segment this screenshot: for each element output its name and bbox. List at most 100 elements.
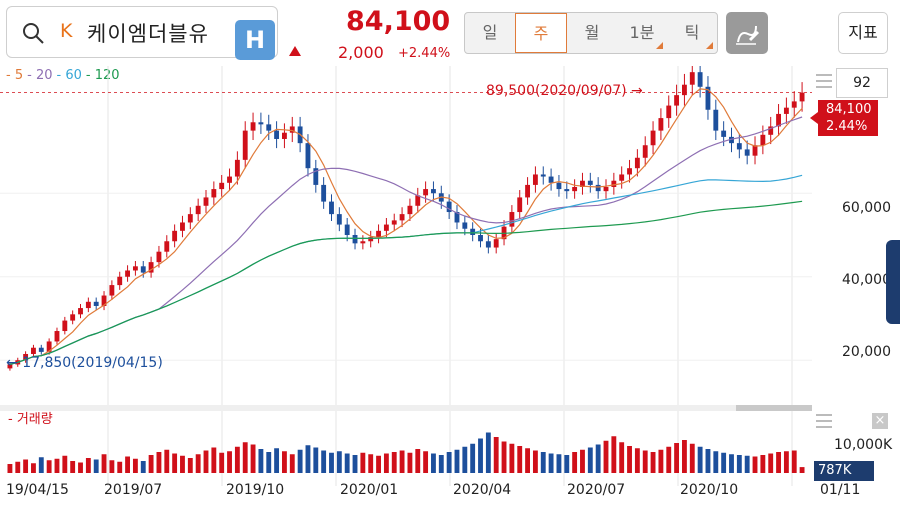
scroll-thumb[interactable] (736, 405, 812, 411)
volume-bar (109, 460, 115, 473)
candle (274, 130, 280, 139)
volume-bar (760, 455, 766, 473)
chart-menu-icon[interactable] (816, 74, 832, 92)
candle (705, 86, 711, 110)
candle (415, 195, 421, 206)
candle (556, 182, 562, 190)
volume-bar (321, 450, 327, 473)
volume-bar (572, 452, 578, 473)
volume-bar (266, 452, 272, 473)
candle (642, 145, 648, 158)
indicator-button[interactable]: 지표 (838, 12, 888, 54)
legend-ma20: - 20 (27, 68, 53, 83)
volume-bar (642, 450, 648, 473)
side-panel-handle[interactable] (886, 240, 900, 324)
x-axis-label: 2020/10 (680, 482, 739, 498)
candle (478, 235, 483, 242)
volume-bar (258, 449, 264, 473)
volume-label-text: 거래량 (16, 412, 53, 427)
candle (391, 220, 397, 225)
legend-ma60: - 60 (56, 68, 82, 83)
candle (540, 174, 546, 177)
candle (93, 301, 99, 306)
candle (352, 235, 358, 244)
drawing-tool-button[interactable] (726, 12, 768, 54)
volume-bar (399, 450, 405, 473)
candle (344, 224, 350, 235)
candle (407, 205, 413, 215)
y-axis-label-40000: 40,000 (842, 272, 891, 288)
scroll-track[interactable] (0, 405, 812, 411)
candle (454, 212, 460, 223)
x-axis-label: 2020/07 (567, 482, 626, 498)
candle (125, 270, 130, 277)
candle (258, 122, 264, 125)
volume-bar (391, 452, 397, 473)
search-icon[interactable] (21, 21, 45, 45)
volume-bar (744, 455, 750, 473)
legend-ma120-label: 120 (94, 68, 120, 83)
candle (282, 132, 287, 139)
x-axis-label: 2019/07 (104, 482, 163, 498)
candle (572, 186, 578, 192)
candle (666, 105, 672, 119)
volume-menu-icon[interactable] (816, 414, 832, 432)
volume-bar (407, 452, 413, 473)
ma-legend[interactable]: - 5 - 20 - 60 - 120 (6, 68, 124, 83)
volume-bar (383, 453, 389, 473)
y-axis-label-60000: 60,000 (842, 200, 891, 216)
volume-bar (211, 447, 217, 473)
price-chart[interactable] (0, 66, 812, 486)
candle (760, 134, 766, 146)
volume-bar (344, 453, 350, 473)
candle (132, 266, 138, 271)
volume-bar (532, 450, 538, 473)
close-icon[interactable]: × (872, 413, 888, 429)
volume-bar (203, 450, 209, 473)
ma5-line (9, 88, 803, 365)
stock-name[interactable]: 케이엠더블유 (87, 22, 209, 46)
volume-bar (470, 443, 476, 473)
candle (697, 72, 703, 87)
volume-bar (336, 451, 342, 473)
price-tag-pct: 2.44% (826, 119, 868, 134)
volume-bar (7, 464, 13, 473)
h-button[interactable]: H (235, 20, 275, 60)
volume-bar (689, 443, 695, 473)
volume-bar (548, 453, 554, 473)
x-axis-label: 2020/01 (340, 482, 399, 498)
volume-bar (587, 447, 593, 473)
volume-bar (501, 441, 507, 473)
volume-bar (713, 451, 719, 473)
candle (650, 130, 656, 146)
volume-bar (172, 453, 178, 473)
high-annotation-text: 89,500(2020/09/07) (486, 83, 627, 99)
volume-bar (682, 440, 687, 473)
volume-bar (619, 442, 625, 473)
candle (744, 149, 750, 156)
candle (713, 109, 719, 131)
volume-bar (70, 461, 76, 473)
period-month[interactable]: 월 (584, 23, 600, 42)
price-tag-value: 84,100 (826, 102, 872, 117)
candle (180, 222, 185, 231)
candle (156, 251, 162, 263)
volume-bar (611, 436, 617, 473)
ma60-line (9, 174, 803, 365)
price-change: 2,000 (338, 43, 384, 62)
candle-count[interactable]: 92 (836, 68, 888, 98)
period-tick-label: 틱 (684, 23, 700, 42)
period-week[interactable]: 주 (515, 13, 567, 53)
candle (532, 174, 538, 185)
candle (101, 295, 107, 306)
period-tick[interactable]: 틱 (667, 13, 717, 53)
search-box[interactable]: K 케이엠더블유 H (6, 6, 278, 60)
x-axis-label: 2020/04 (453, 482, 512, 498)
period-minute[interactable]: 1분 (617, 13, 667, 53)
candle (266, 124, 272, 131)
candle (227, 176, 232, 183)
candle (336, 214, 342, 225)
period-day[interactable]: 일 (482, 23, 498, 42)
candle (470, 228, 476, 235)
volume-bar (517, 446, 523, 473)
